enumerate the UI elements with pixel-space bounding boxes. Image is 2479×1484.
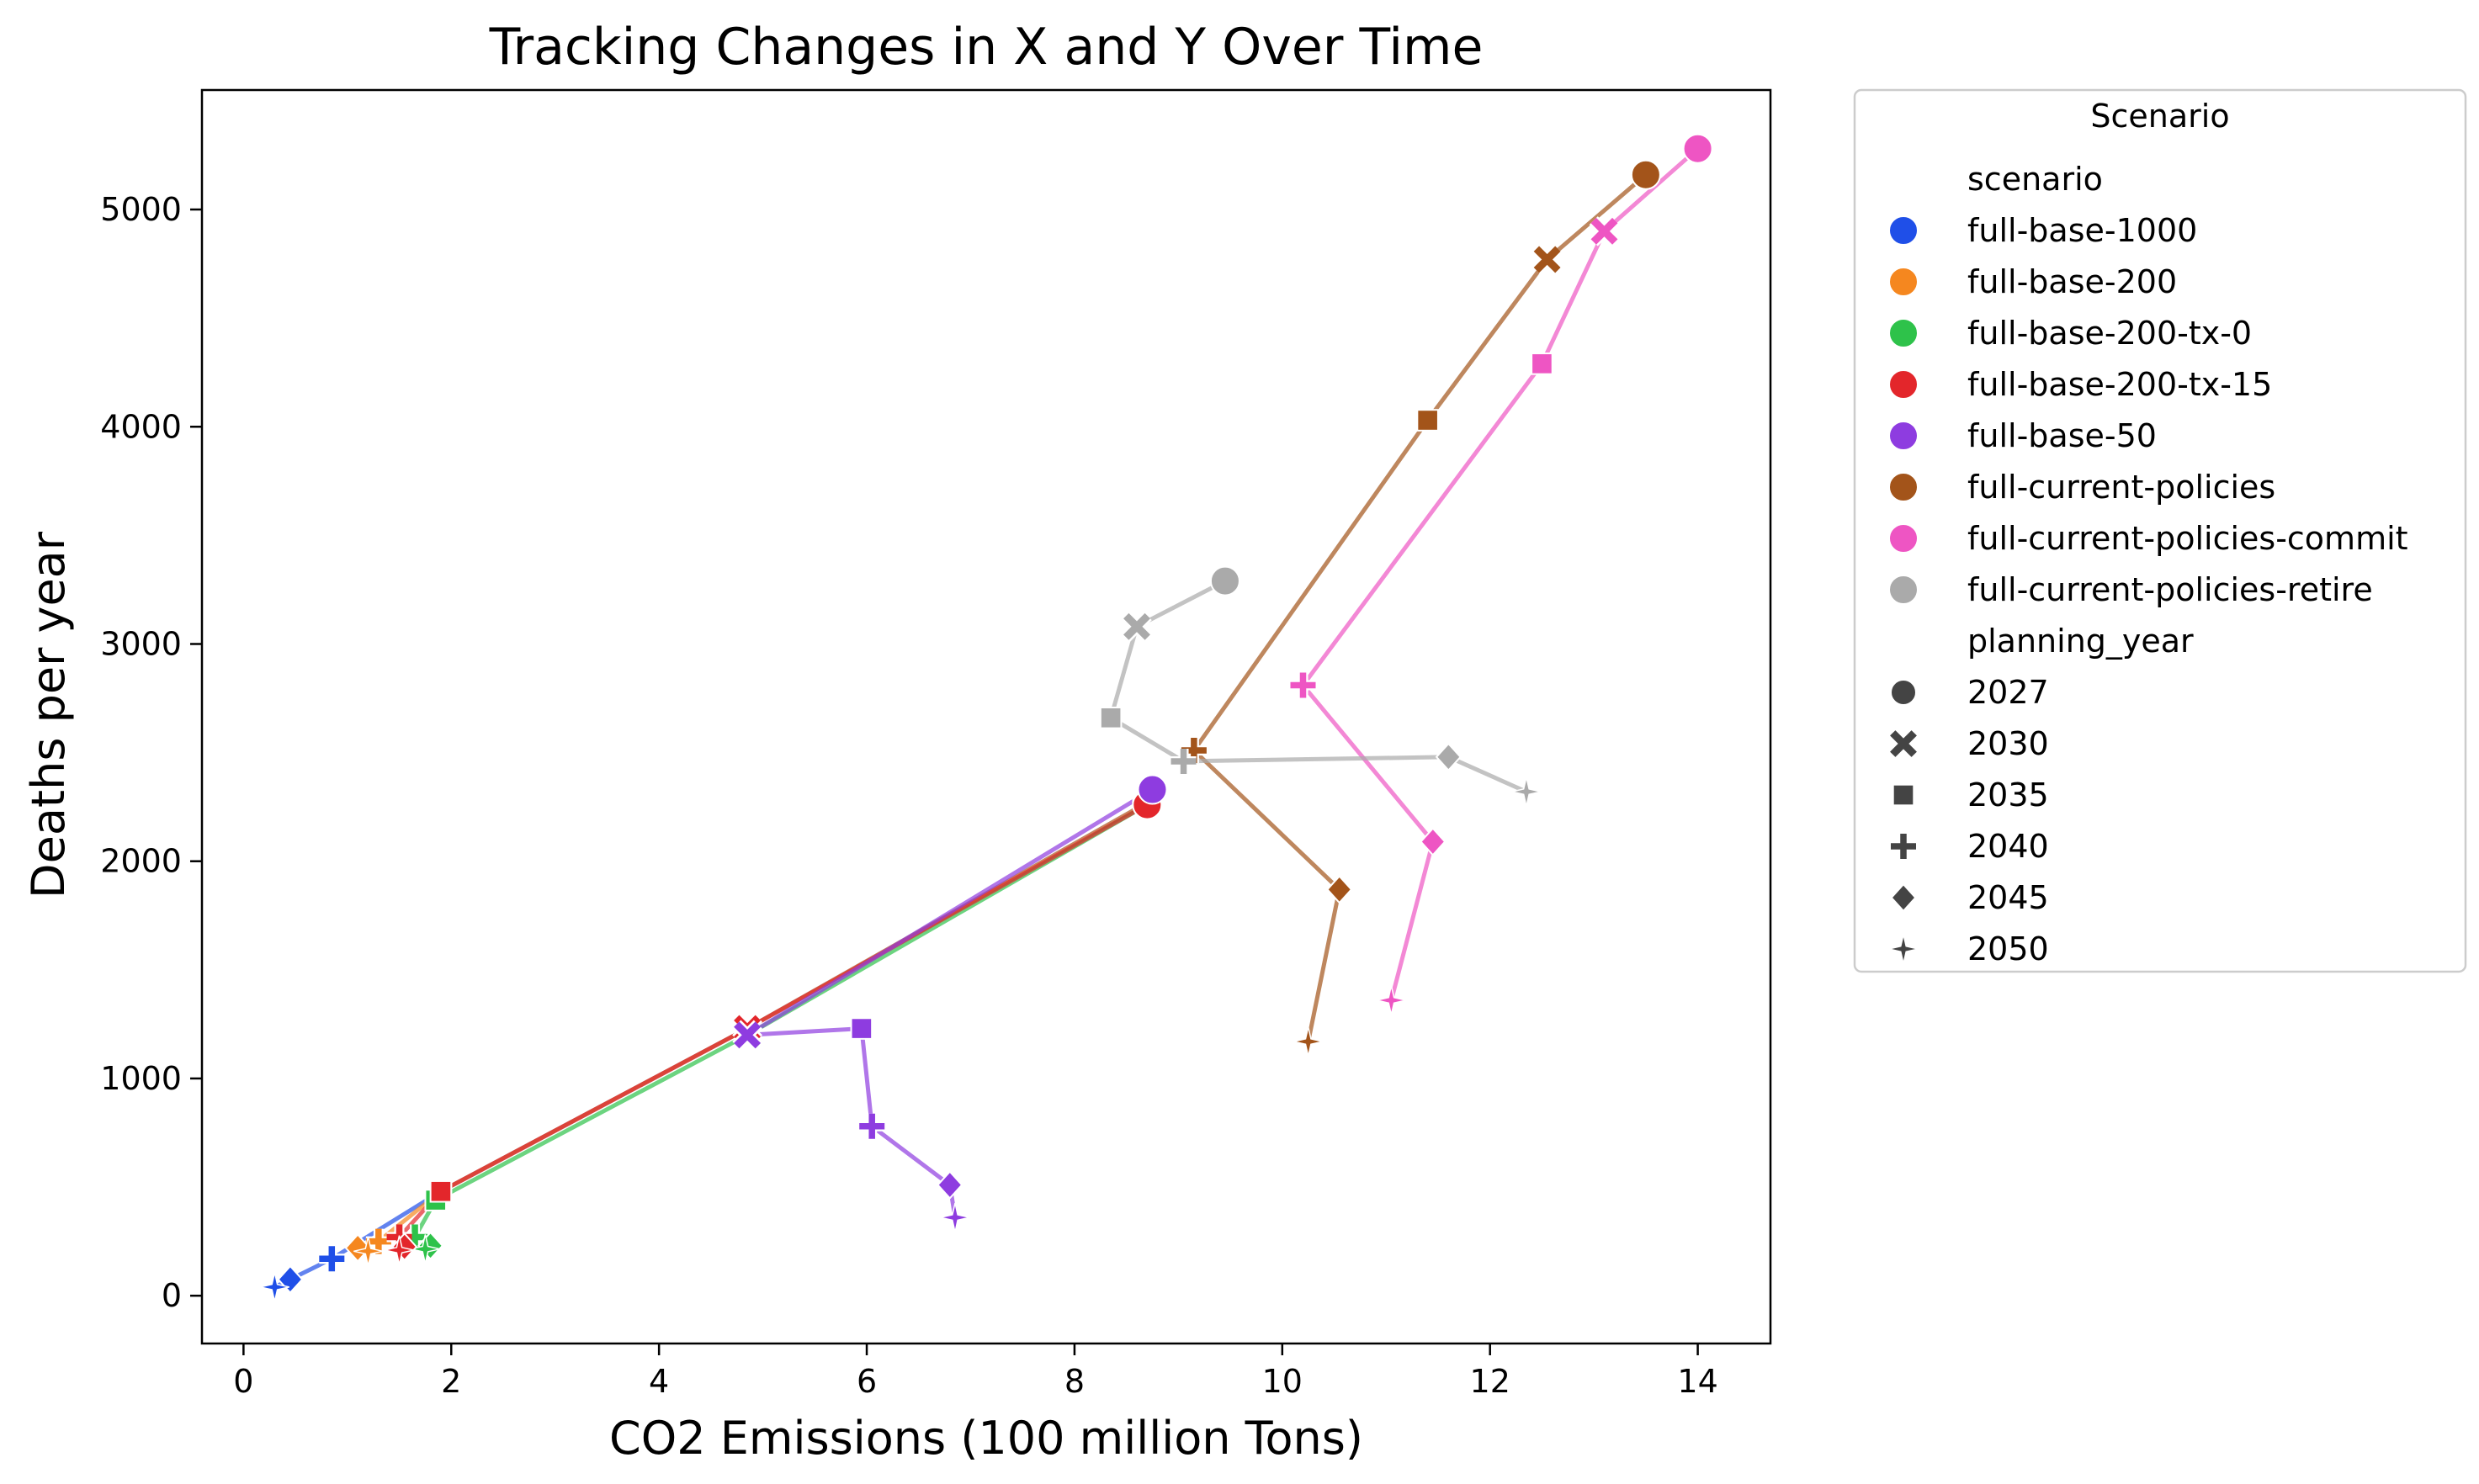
series-line-full-current-policies-retire: [1108, 579, 1527, 794]
data-point-full-base-200-2045: [344, 1233, 371, 1263]
legend-swatch-full-current-policies-retire: [1888, 575, 1919, 605]
data-point-full-base-200-tx-0-2050: [411, 1234, 440, 1264]
x-tick-label: 12: [1470, 1363, 1510, 1400]
x-tick-label: 14: [1677, 1363, 1717, 1400]
legend-label-full-current-policies: full-current-policies: [1967, 469, 2275, 506]
data-point-full-base-50-2045: [937, 1170, 963, 1200]
legend-swatch-full-base-200-tx-15: [1888, 369, 1919, 400]
series-markers: [260, 133, 1713, 1302]
x-tick-label: 2: [441, 1363, 461, 1400]
legend-label-2035: 2035: [1967, 776, 2049, 814]
legend-label-full-base-200-tx-0: full-base-200-tx-0: [1967, 315, 2252, 352]
legend-swatch-full-current-policies-commit: [1888, 523, 1919, 554]
data-point-full-current-policies-retire-2045: [1435, 742, 1462, 772]
legend: Scenario scenario full-base-1000 full-base-…: [1853, 88, 2467, 973]
data-point-full-base-200-tx-15-2050: [385, 1235, 414, 1265]
legend-hue-heading: scenario: [1967, 161, 2103, 198]
data-point-full-base-1000-2050: [260, 1272, 289, 1302]
y-tick-label: 5000: [100, 191, 182, 228]
data-point-full-base-50-2027: [1137, 774, 1168, 805]
x-tick-label: 0: [233, 1363, 253, 1400]
data-point-full-current-policies-2050: [1293, 1026, 1324, 1057]
data-point-full-base-50-2040: [859, 1113, 885, 1139]
legend-label-full-base-1000: full-base-1000: [1967, 212, 2197, 249]
y-axis-label: Deaths per year: [22, 531, 75, 898]
legend-marker-2035: [1892, 783, 1915, 807]
y-tick-label: 0: [162, 1277, 182, 1314]
axis-ticks: 0 2 4 6 8 10 12 14 0 1000 2000 3000 4000 5000: [100, 191, 1717, 1400]
legend-label-2050: 2050: [1967, 930, 2049, 967]
data-point-full-current-policies-commit-2030: [1589, 216, 1620, 246]
data-point-full-base-1000-2040: [319, 1246, 345, 1272]
y-tick-label: 3000: [100, 625, 182, 662]
series-lines: [273, 146, 1700, 1290]
chart-title: Tracking Changes in X and Y Over Time: [489, 18, 1484, 77]
series-line-full-current-policies: [1192, 172, 1648, 1042]
data-point-full-current-policies-commit-2050: [1377, 985, 1406, 1015]
legend-marker-2045: [1890, 882, 1917, 913]
legend-title: Scenario: [2090, 98, 2229, 135]
legend-frame: [1853, 88, 2467, 973]
x-tick-label: 8: [1064, 1363, 1085, 1400]
legend-label-full-base-50: full-base-50: [1967, 417, 2157, 454]
legend-label-full-current-policies-commit: full-current-policies-commit: [1967, 520, 2408, 557]
legend-swatch-full-base-200-tx-0: [1888, 318, 1919, 348]
legend-marker-2030: [1888, 729, 1919, 759]
data-point-full-current-policies-retire-2035: [1099, 706, 1123, 729]
y-tick-label: 4000: [100, 408, 182, 445]
legend-swatch-full-base-200: [1888, 267, 1919, 297]
series-line-full-current-policies-commit: [1301, 146, 1700, 1001]
legend-label-2030: 2030: [1967, 725, 2049, 762]
data-point-full-current-policies-commit-2045: [1420, 827, 1447, 856]
x-tick-label: 4: [649, 1363, 669, 1400]
data-point-full-current-policies-retire-2040: [1170, 748, 1197, 774]
y-tick-label: 1000: [100, 1060, 182, 1097]
legend-swatch-full-base-1000: [1888, 215, 1919, 246]
legend-marker-2027: [1890, 679, 1917, 706]
data-point-full-current-policies-commit-2040: [1290, 672, 1316, 698]
data-point-full-current-policies-retire-2027: [1209, 565, 1240, 596]
x-tick-label: 10: [1262, 1363, 1303, 1400]
series-line-full-base-200-tx-0: [412, 803, 1149, 1251]
legend-label-2040: 2040: [1967, 828, 2049, 865]
data-point-full-current-policies-commit-2027: [1682, 133, 1713, 164]
plot-area-frame: [200, 88, 1772, 1345]
data-point-full-base-200-2050: [353, 1236, 383, 1266]
legend-label-full-base-200-tx-15: full-base-200-tx-15: [1967, 366, 2272, 403]
y-tick-label: 2000: [100, 843, 182, 880]
legend-label-2027: 2027: [1967, 674, 2049, 711]
data-point-full-base-50-2050: [940, 1202, 970, 1232]
data-point-full-base-200-tx-15-2035: [429, 1179, 453, 1203]
legend-label-full-current-policies-retire: full-current-policies-retire: [1967, 571, 2373, 608]
data-point-full-base-50-2035: [850, 1017, 873, 1040]
data-point-full-current-policies-2035: [1416, 409, 1439, 432]
x-axis-label: CO2 Emissions (100 million Tons): [609, 1412, 1363, 1465]
x-tick-label: 6: [857, 1363, 877, 1400]
data-point-full-current-policies-2045: [1326, 875, 1353, 904]
legend-swatch-full-base-50: [1888, 421, 1919, 451]
legend-marker-2050: [1888, 934, 1919, 964]
legend-marker-2040: [1891, 834, 1916, 859]
legend-label-2045: 2045: [1967, 879, 2049, 916]
data-point-full-current-policies-2030: [1531, 244, 1563, 275]
legend-swatch-full-current-policies: [1888, 472, 1919, 502]
data-point-full-base-50-2030: [732, 1020, 762, 1051]
series-line-full-base-50: [745, 787, 1154, 1218]
data-point-full-current-policies-commit-2035: [1531, 352, 1553, 375]
data-point-full-current-policies-retire-2030: [1122, 612, 1152, 642]
legend-label-full-base-200: full-base-200: [1967, 263, 2177, 300]
data-point-full-current-policies-retire-2050: [1511, 776, 1542, 807]
data-point-full-current-policies-2027: [1630, 159, 1661, 190]
legend-style-heading: planning_year: [1967, 623, 2194, 660]
